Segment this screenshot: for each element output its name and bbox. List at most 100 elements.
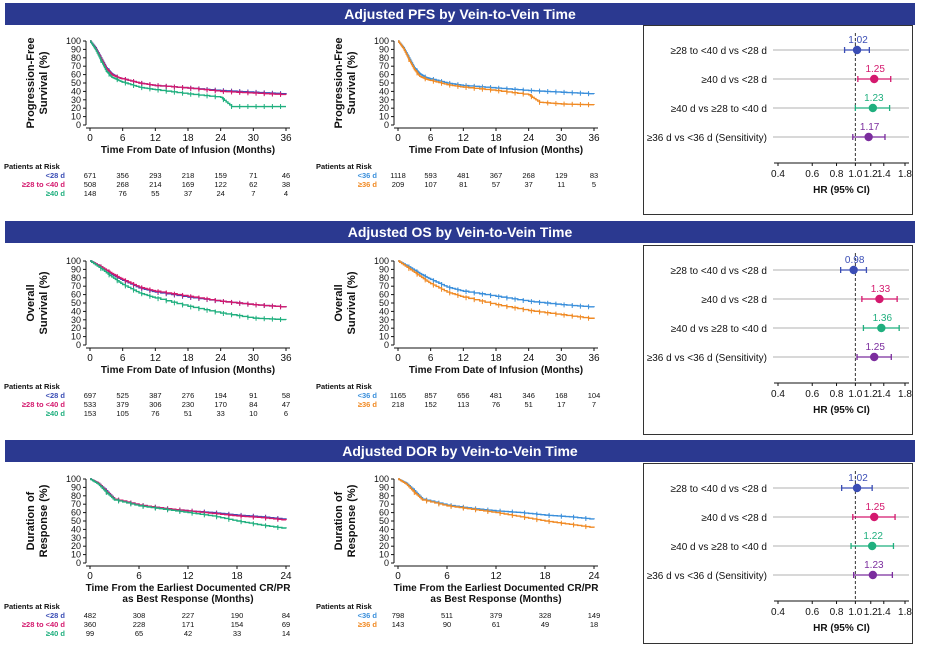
y-tick-label: 40 <box>379 306 389 316</box>
km-curve <box>90 478 287 521</box>
hr-point <box>867 541 877 551</box>
y-tick-label: 20 <box>379 541 389 551</box>
km-curve <box>398 260 595 308</box>
pfs-risk-table-left: Patients at Risk <28 d 671 356 293 218 159 71 46… <box>0 162 320 207</box>
risk-cell: 328 <box>538 611 552 620</box>
x-tick-label: 6 <box>136 571 142 582</box>
forest-frame <box>643 25 913 215</box>
y-tick-label: 100 <box>374 474 389 484</box>
risk-cell: 170 <box>214 400 227 409</box>
hr-value-label: 1.02 <box>848 473 868 484</box>
km-curve <box>90 260 287 321</box>
forest-x-tick-label: 0.6 <box>805 389 819 400</box>
y-tick-label: 90 <box>379 482 389 492</box>
x-tick-label: 0 <box>87 133 93 144</box>
risk-cell: 482 <box>83 611 97 620</box>
y-tick-label: 70 <box>379 499 389 509</box>
forest-x-tick-label: 0.8 <box>830 607 844 618</box>
x-tick-label: 36 <box>280 133 292 144</box>
hr-point <box>870 512 879 522</box>
y-tick-label: 30 <box>379 315 389 325</box>
risk-table-title: Patients at Risk <box>4 162 60 171</box>
risk-row-label: <28 d <box>45 391 65 400</box>
risk-row-label: ≥36 d <box>357 400 377 409</box>
risk-cell: 360 <box>83 620 97 629</box>
risk-cell: 1165 <box>389 391 407 400</box>
risk-cell: 105 <box>116 409 129 418</box>
x-tick-label: 18 <box>490 353 502 364</box>
y-tick-label: 10 <box>379 112 389 122</box>
y-tick-label: 30 <box>379 533 389 543</box>
y-tick-label: 60 <box>379 290 389 300</box>
hr-point <box>849 265 858 275</box>
risk-cell: 153 <box>83 409 97 418</box>
forest-x-tick-label: 1.8 <box>898 607 912 618</box>
risk-cell: 113 <box>457 400 470 409</box>
x-tick-label: 36 <box>588 353 600 364</box>
x-axis-label: Time From the Earliest Documented CR/PR <box>86 583 292 594</box>
x-tick-label: 12 <box>458 353 470 364</box>
x-axis-label: Time From Date of Infusion (Months) <box>101 365 275 376</box>
os-risk-table-right: Patients at Risk <36 d 1165 857 656 481 346 168… <box>312 382 632 427</box>
risk-cell: 6 <box>283 409 289 418</box>
forest-row-label: ≥40 d vs ≥28 to <40 d <box>671 542 767 553</box>
risk-row-label: <28 d <box>45 611 65 620</box>
forest-x-tick-label: 0.6 <box>805 607 819 618</box>
risk-cell: 857 <box>424 391 437 400</box>
y-tick-label: 60 <box>71 290 81 300</box>
hr-value-label: 1.23 <box>864 560 884 571</box>
risk-cell: 268 <box>522 171 535 180</box>
y-tick-label: 10 <box>71 332 81 342</box>
risk-cell: 84 <box>281 611 291 620</box>
risk-cell: 33 <box>216 409 225 418</box>
risk-cell: 51 <box>524 400 533 409</box>
x-axis-label: Time From Date of Infusion (Months) <box>409 365 583 376</box>
risk-cell: 798 <box>391 611 405 620</box>
hr-value-label: 1.33 <box>871 284 891 295</box>
y-tick-label: 80 <box>71 273 81 283</box>
risk-cell: 227 <box>181 611 195 620</box>
risk-cell: 171 <box>181 620 195 629</box>
forest-row-label: ≥28 to <40 d vs <28 d <box>670 266 767 277</box>
y-tick-label: 0 <box>76 120 81 130</box>
y-tick-label: 10 <box>379 332 389 342</box>
forest-x-axis-label: HR (95% CI) <box>813 623 870 634</box>
y-tick-label: 20 <box>379 103 389 113</box>
risk-table-title: Patients at Risk <box>4 602 60 611</box>
y-tick-label: 70 <box>71 61 81 71</box>
forest-x-axis-label: HR (95% CI) <box>813 405 870 416</box>
risk-cell: 7 <box>251 189 256 198</box>
x-tick-label: 30 <box>556 133 568 144</box>
dor-km-left: Duration of Response (%)01020304050607080… <box>25 474 292 605</box>
risk-cell: 81 <box>459 180 468 189</box>
y-axis-label: Survival (%) <box>346 271 358 334</box>
risk-cell: 194 <box>214 391 227 400</box>
y-tick-label: 20 <box>71 103 81 113</box>
risk-cell: 346 <box>522 391 535 400</box>
y-axis-label: Survival (%) <box>38 271 50 334</box>
y-tick-label: 30 <box>379 95 389 105</box>
y-axis-label: Survival (%) <box>38 51 50 114</box>
hr-value-label: 1.25 <box>865 502 885 513</box>
risk-cell: 47 <box>281 400 291 409</box>
risk-cell: 168 <box>555 391 568 400</box>
km-curve <box>398 478 595 528</box>
forest-x-tick-label: 1.2 <box>864 169 878 180</box>
risk-row-label: ≥40 d <box>45 189 65 198</box>
y-tick-label: 80 <box>71 53 81 63</box>
y-tick-label: 90 <box>379 264 389 274</box>
risk-cell: 656 <box>457 391 470 400</box>
x-tick-label: 18 <box>231 571 243 582</box>
y-tick-label: 20 <box>71 323 81 333</box>
y-tick-label: 20 <box>71 541 81 551</box>
risk-cell: 14 <box>281 629 291 638</box>
dor-forest-plot: 0.4 0.6 0.8 1.0 1.2 1.4 1.8 HR (95% CI) ≥28 to <… <box>643 463 913 644</box>
forest-x-axis-label: HR (95% CI) <box>813 185 870 196</box>
hr-value-label: 0.98 <box>845 255 865 266</box>
risk-cell: 293 <box>149 171 162 180</box>
x-tick-label: 24 <box>523 353 535 364</box>
hr-point <box>864 132 873 142</box>
risk-cell: 69 <box>281 620 291 629</box>
y-tick-label: 70 <box>379 61 389 71</box>
risk-cell: 7 <box>591 400 597 409</box>
